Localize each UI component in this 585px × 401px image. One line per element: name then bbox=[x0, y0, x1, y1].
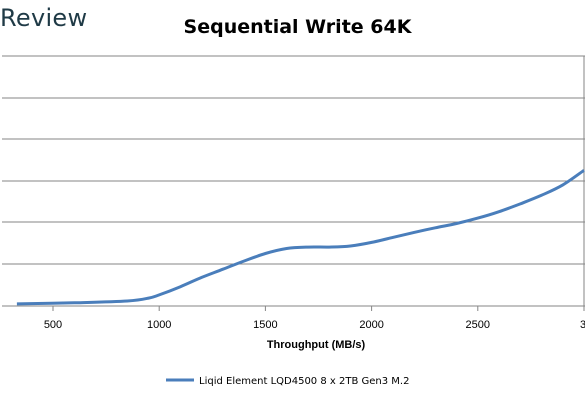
gridlines bbox=[2, 55, 585, 265]
legend: Liqid Element LQD4500 8 x 2TB Gen3 M.2 bbox=[166, 376, 409, 387]
x-tick-label: 2000 bbox=[359, 319, 383, 331]
x-tick-labels: 500 1000 1500 2000 2500 300 bbox=[44, 306, 585, 331]
series-lines bbox=[16, 169, 585, 306]
x-tick-label: 1000 bbox=[147, 319, 171, 331]
x-axis-label: Throughput (MB/s) bbox=[267, 339, 366, 351]
x-tick-label: 300 bbox=[580, 319, 585, 331]
x-tick-label: 500 bbox=[44, 319, 62, 331]
brand-logo-text: Review bbox=[0, 4, 88, 32]
axes bbox=[2, 56, 585, 311]
x-tick-label: 1500 bbox=[253, 319, 277, 331]
x-tick-label: 2500 bbox=[466, 319, 490, 331]
chart-title: Sequential Write 64K bbox=[183, 16, 412, 38]
legend-label: Liqid Element LQD4500 8 x 2TB Gen3 M.2 bbox=[199, 376, 409, 387]
series-line bbox=[16, 169, 585, 306]
